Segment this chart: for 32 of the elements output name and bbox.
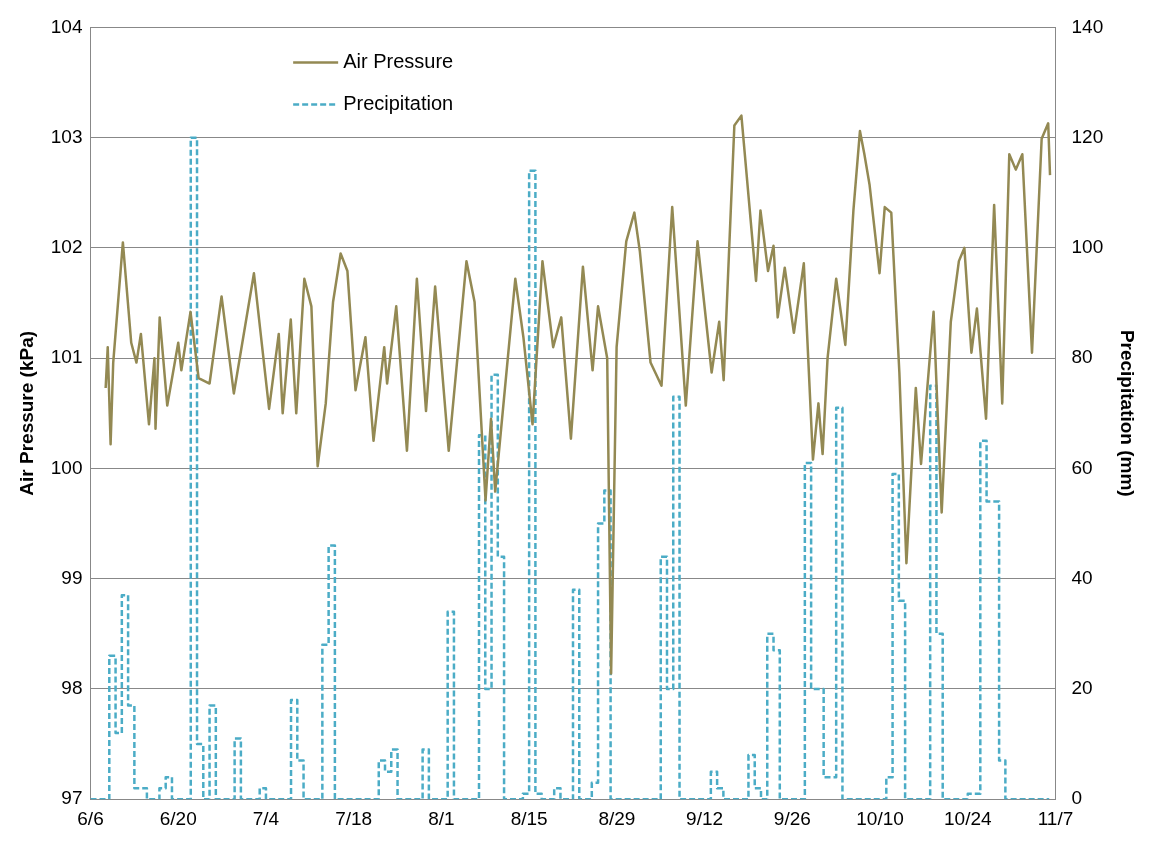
x-tick-label: 6/6 xyxy=(77,807,104,829)
y-tick-label: 101 xyxy=(50,346,83,368)
y2-axis-title: Precipitation (mm) xyxy=(1117,329,1139,497)
y2-tick-label: 20 xyxy=(1071,677,1093,699)
y2-tick-label: 140 xyxy=(1071,15,1104,37)
x-tick-label: 9/26 xyxy=(773,807,811,829)
y2-tick-label: 60 xyxy=(1071,456,1093,478)
y2-tick-label: 80 xyxy=(1071,346,1093,368)
y-tick-label: 99 xyxy=(61,566,83,588)
y2-tick-label: 40 xyxy=(1071,566,1093,588)
y2-tick-label: 100 xyxy=(1071,236,1104,258)
y-axis-title: Air Pressure (kPa) xyxy=(15,330,37,496)
x-tick-label: 7/18 xyxy=(335,807,373,829)
x-tick-label: 8/29 xyxy=(598,807,636,829)
y-tick-label: 100 xyxy=(50,456,83,478)
x-tick-label: 6/20 xyxy=(159,807,197,829)
x-tick-label: 11/7 xyxy=(1037,807,1074,829)
y-tick-label: 98 xyxy=(61,677,83,699)
y2-tick-label: 120 xyxy=(1071,125,1104,147)
y-tick-label: 97 xyxy=(61,787,83,809)
legend-label: Precipitation xyxy=(343,91,454,114)
y2-tick-label: 0 xyxy=(1071,787,1083,809)
legend-label: Air Pressure xyxy=(343,49,454,72)
x-tick-label: 8/15 xyxy=(510,807,548,829)
x-tick-label: 7/4 xyxy=(252,807,280,829)
x-tick-label: 10/24 xyxy=(944,807,992,829)
y-tick-label: 104 xyxy=(50,15,83,37)
x-tick-label: 10/10 xyxy=(856,807,904,829)
y-tick-label: 102 xyxy=(50,236,83,258)
y-tick-label: 103 xyxy=(50,125,83,147)
x-tick-label: 9/12 xyxy=(686,807,724,829)
x-tick-label: 8/1 xyxy=(428,807,455,829)
